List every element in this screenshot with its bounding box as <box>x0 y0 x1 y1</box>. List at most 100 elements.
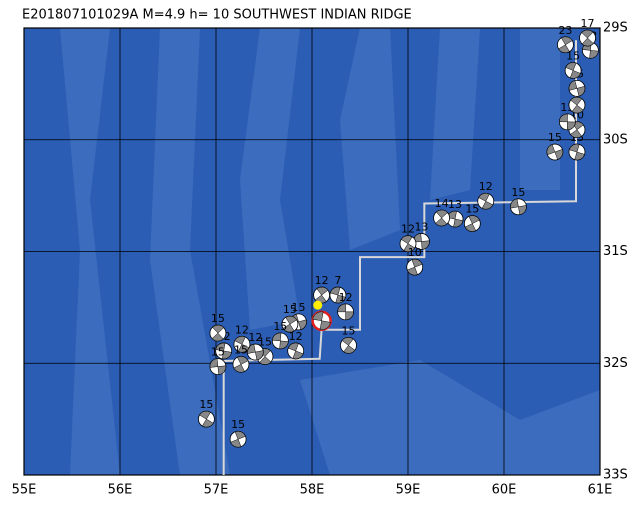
compression-quadrant <box>209 358 227 375</box>
compression-quadrant <box>341 337 356 354</box>
y-tick-label: 30S <box>603 132 628 147</box>
focal-mechanism <box>446 210 464 228</box>
compression-quadrant <box>199 410 214 428</box>
depth-label: 7 <box>334 274 341 287</box>
depth-label: 15 <box>511 186 525 199</box>
compression-quadrant <box>215 342 232 360</box>
compression-quadrant <box>282 315 298 333</box>
focal-mechanism <box>329 286 347 304</box>
focal-mechanism <box>209 358 227 376</box>
compression-quadrant <box>510 198 527 215</box>
compression-quadrant <box>568 143 585 161</box>
y-tick-label: 32S <box>603 356 628 371</box>
compression-quadrant <box>211 324 225 342</box>
compression-quadrant <box>406 258 423 276</box>
compression-quadrant <box>400 235 416 252</box>
depth-label: 15 <box>566 49 580 62</box>
focal-mechanism <box>229 430 247 448</box>
depth-label: 15 <box>273 320 287 333</box>
x-tick-label: 56E <box>108 483 133 498</box>
y-tick-label: 33S <box>603 468 628 483</box>
compression-quadrant <box>329 286 346 304</box>
map-title: E201807101029A M=4.9 h= 10 SOUTHWEST IND… <box>22 8 412 23</box>
depth-label: 12 <box>401 223 415 236</box>
depth-label: 15 <box>211 312 225 325</box>
focal-mechanism <box>271 332 289 350</box>
focal-mechanism <box>399 235 417 253</box>
depth-label: 13 <box>414 220 428 233</box>
x-tick-label: 57E <box>204 483 229 498</box>
focal-mechanism <box>546 143 564 161</box>
epicenter <box>313 300 323 310</box>
compression-quadrant <box>272 332 289 350</box>
focal-mechanism <box>564 62 582 79</box>
x-tick-label: 59E <box>396 483 421 498</box>
x-tick-label: 61E <box>588 483 613 498</box>
depth-label: 12 <box>315 274 329 287</box>
focal-mechanism <box>197 410 215 428</box>
depth-label: 12 <box>479 180 493 193</box>
x-tick-label: 58E <box>300 483 325 498</box>
depth-label: 23 <box>558 24 572 37</box>
depth-label: 15 <box>231 418 245 431</box>
compression-quadrant <box>312 311 331 331</box>
depth-label: 15 <box>211 346 225 359</box>
focal-mechanism <box>510 198 527 216</box>
focal-mechanism <box>557 36 574 54</box>
depth-label: 15 <box>283 303 297 316</box>
compression-quadrant <box>230 431 246 448</box>
compression-quadrant <box>234 336 250 353</box>
depth-label: 12 <box>289 330 303 343</box>
depth-label: 12 <box>235 323 249 336</box>
frame <box>23 27 601 476</box>
compression-quadrant <box>559 113 576 131</box>
compression-quadrant <box>581 29 594 47</box>
focal-mechanism <box>246 343 264 361</box>
x-tick-label: 55E <box>12 483 37 498</box>
focal-mechanism <box>233 335 251 353</box>
compression-quadrant <box>464 215 480 232</box>
compression-quadrant <box>287 342 304 360</box>
depth-label: 15 <box>465 203 479 216</box>
focal-mechanism <box>568 96 586 114</box>
compression-quadrant <box>478 192 494 210</box>
depth-label: 15 <box>234 343 248 356</box>
focal-mechanism <box>568 79 586 97</box>
focal-mechanism <box>477 192 495 210</box>
compression-quadrant <box>435 209 448 227</box>
focal-mechanism <box>558 113 576 131</box>
focal-mechanism <box>568 143 586 161</box>
depth-label: 15 <box>199 398 213 411</box>
y-tick-label: 31S <box>603 244 628 259</box>
depth-label: 15 <box>258 336 272 349</box>
focal-mechanism <box>463 215 481 232</box>
depth-label: 17 <box>581 17 595 30</box>
depth-label: 15 <box>341 324 355 337</box>
focal-mechanism <box>406 258 424 276</box>
depth-label: 10 <box>408 246 422 259</box>
compression-quadrant <box>558 36 573 54</box>
compression-quadrant <box>565 62 581 79</box>
depth-label: 12 <box>339 291 353 304</box>
focal-mechanism <box>433 209 451 227</box>
depth-label: 15 <box>548 131 562 144</box>
focal-mechanism <box>579 29 596 47</box>
focal-mechanism <box>209 324 227 342</box>
compression-quadrant <box>546 144 564 160</box>
depth-label: 12 <box>248 331 262 344</box>
y-tick-label: 29S <box>603 21 628 36</box>
compression-quadrant <box>570 96 584 114</box>
depth-label: 13 <box>448 198 462 211</box>
depth-label: 14 <box>435 197 449 210</box>
focal-mechanism <box>287 342 305 360</box>
compression-quadrant <box>337 303 354 321</box>
focal-mechanism <box>215 342 233 360</box>
depth-label: 15 <box>292 301 306 314</box>
compression-quadrant <box>233 356 249 373</box>
focal-mechanism <box>313 286 331 304</box>
compression-quadrant <box>568 80 586 97</box>
focal-mechanism <box>281 315 299 333</box>
x-tick-label: 60E <box>492 483 517 498</box>
focal-mechanism <box>340 336 357 354</box>
